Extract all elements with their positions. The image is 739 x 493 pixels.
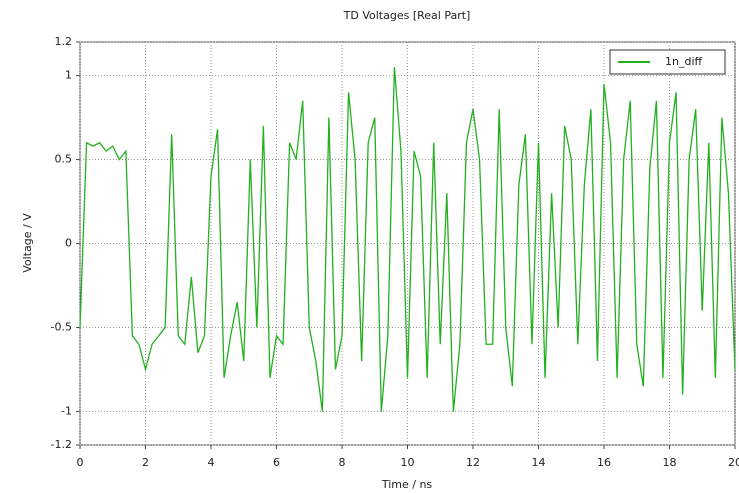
legend-label: 1n_diff xyxy=(665,55,703,68)
y-tick-label: -0.5 xyxy=(51,320,72,333)
chart-title: TD Voltages [Real Part] xyxy=(343,9,471,22)
data-line xyxy=(79,67,736,412)
y-tick-label: -1.2 xyxy=(51,438,72,451)
x-tick-label: 4 xyxy=(208,456,215,469)
y-tick-label: 1.2 xyxy=(55,35,73,48)
x-tick-label: 12 xyxy=(466,456,480,469)
x-tick-label: 10 xyxy=(401,456,415,469)
y-tick-label: 0 xyxy=(65,237,72,250)
x-tick-label: 20 xyxy=(728,456,739,469)
y-tick-label: 0.5 xyxy=(55,153,73,166)
x-tick-label: 2 xyxy=(142,456,149,469)
x-axis-label: Time / ns xyxy=(381,478,433,491)
x-tick-label: 18 xyxy=(663,456,677,469)
y-tick-label: -1 xyxy=(61,404,72,417)
y-tick-label: 1 xyxy=(65,69,72,82)
x-tick-label: 8 xyxy=(339,456,346,469)
x-tick-label: 6 xyxy=(273,456,280,469)
x-tick-label: 14 xyxy=(532,456,546,469)
x-tick-label: 16 xyxy=(597,456,611,469)
x-tick-label: 0 xyxy=(77,456,84,469)
y-axis-label: Voltage / V xyxy=(21,213,34,273)
